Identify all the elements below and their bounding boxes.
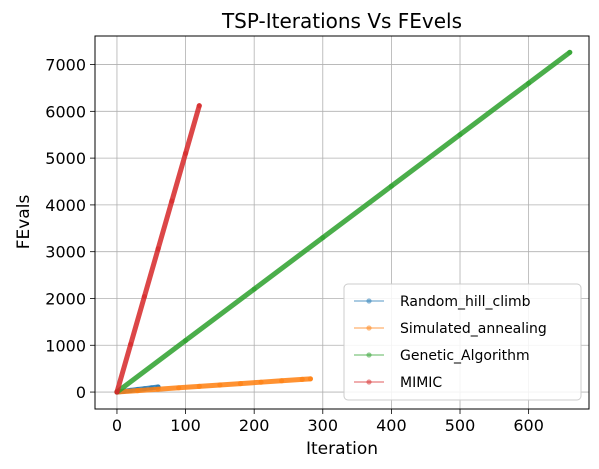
legend-label: Genetic_Algorithm [400,348,530,364]
y-tick-label: 2000 [45,289,86,308]
data-point [567,49,573,55]
series-line [114,49,573,395]
x-tick-label: 200 [239,416,270,435]
data-point [182,150,189,156]
data-point [155,246,161,252]
plot-frame [94,35,590,410]
legend-swatch-marker [366,298,372,304]
series-mimic [114,103,202,395]
data-point [169,198,175,204]
y-tick-label: 7000 [45,56,86,75]
data-point [388,183,394,189]
legend-frame [343,283,582,401]
series-simulated-annealing [114,376,314,395]
data-point [176,385,182,391]
legend-label: Simulated_annealing [400,321,547,337]
data-point [114,389,120,395]
data-point [457,132,463,138]
x-axis-label: Iteration [306,439,378,459]
legend-label: Random_hill_climb [400,294,531,310]
data-point [237,380,244,387]
y-tick-label: 1000 [45,336,86,355]
data-point [134,388,141,394]
y-tick-label: 0 [76,383,86,402]
legend-swatch-marker [366,325,372,331]
data-point [526,80,532,86]
series-layer [114,49,573,395]
x-tick-label: 0 [112,416,122,435]
y-tick-label: 6000 [45,102,86,121]
data-point [320,235,326,241]
legend-label: MIMIC [400,375,442,391]
data-point [128,341,134,347]
series-genetic-algorithm [114,49,573,395]
x-tick-label: 300 [308,416,339,435]
data-point [279,378,285,384]
ticks: 0 100 200 300 400 500 600010002000300040005000… [45,56,544,435]
x-tick-label: 500 [445,416,476,435]
data-point [299,376,305,382]
y-axis-label: FEvals [14,195,34,250]
x-tick-label: 400 [376,416,407,435]
data-point [307,376,314,382]
data-point [196,383,202,390]
x-tick-label: 600 [513,416,544,435]
legend-swatch-marker [366,352,372,358]
data-point [196,103,202,109]
y-tick-label: 3000 [45,243,86,262]
data-point [251,286,257,292]
data-point [217,382,223,388]
chart-title: TSP-Iterations Vs FEvels [221,9,462,33]
y-tick-label: 5000 [45,149,86,168]
data-point [155,386,161,392]
legend-swatch-marker [366,379,372,385]
x-tick-label: 100 [170,416,201,435]
data-point [182,337,189,344]
data-point [258,379,264,385]
data-point [141,293,147,300]
legend: Random_hill_climb Simulated_annealing Gene… [343,283,582,401]
y-tick-label: 4000 [45,196,86,215]
